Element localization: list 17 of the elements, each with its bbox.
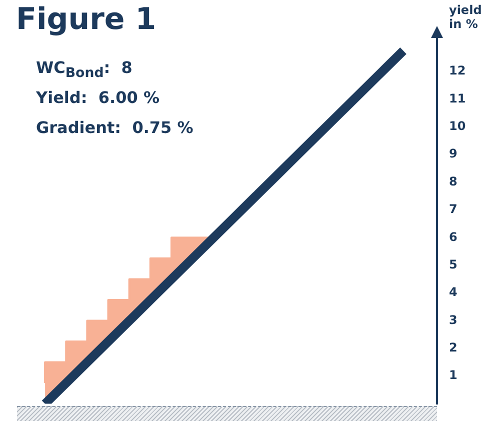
y-tick-label: 5 (449, 257, 458, 272)
y-axis-title: yield in % (449, 3, 483, 31)
y-tick-label: 6 (449, 230, 458, 244)
y-tick-label: 3 (449, 312, 458, 327)
y-tick-label: 12 (449, 64, 466, 78)
annotation: WC$_{Bond}$: 8 (36, 58, 132, 82)
chart-title: Figure 1 (16, 2, 156, 37)
annotation: Yield: 6.00 % (36, 88, 160, 107)
y-tick-label: 7 (449, 202, 458, 216)
y-tick-label: 2 (449, 340, 458, 355)
y-tick-label: 8 (449, 174, 458, 188)
y-tick-label: 4 (449, 285, 458, 300)
annotation: Gradient: 0.75 % (36, 118, 194, 137)
y-tick-label: 10 (449, 119, 466, 134)
y-tick-label: 9 (449, 146, 458, 161)
y-tick-label: 11 (449, 91, 466, 106)
y-tick-label: 1 (449, 368, 458, 382)
